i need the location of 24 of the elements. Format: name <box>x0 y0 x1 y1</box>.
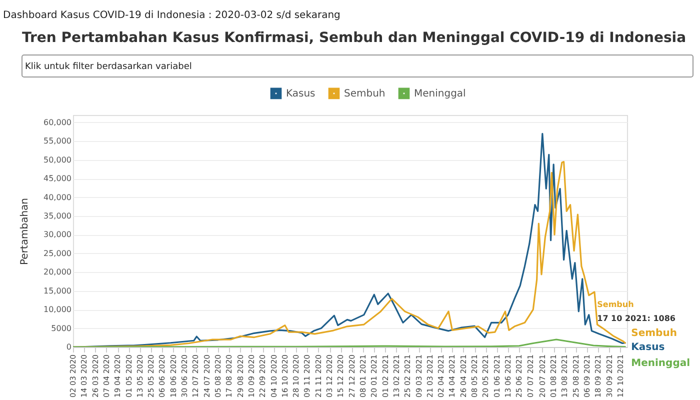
y-tick-label: 40,000 <box>44 192 72 202</box>
y-axis-title: Pertambahan <box>20 198 31 266</box>
y-tick-label: 35,000 <box>44 212 72 221</box>
legend-label: Meninggal <box>414 88 466 100</box>
legend-label: Kasus <box>286 88 316 100</box>
text: Sembuh <box>631 328 677 339</box>
legend-label: Sembuh <box>344 88 386 100</box>
text: Meninggal <box>631 358 690 369</box>
annotation: Sembuh 17 10 2021: 1086 <box>597 300 676 323</box>
y-tick-label: 5000 <box>51 324 72 333</box>
text: Kasus <box>631 342 665 353</box>
text: Dashboard Kasus COVID-19 di Indonesia : 2020-03-02 s/d sekarang <box>3 10 340 21</box>
y-tick-label: 30,000 <box>44 230 72 240</box>
y-tick-label: 60,000 <box>44 118 72 127</box>
y-tick-label: 20,000 <box>44 268 72 277</box>
chart-title: Tren Pertambahan Kasus Konfirmasi, Sembuh dan Meninggal COVID-19 di Indonesia <box>22 30 686 46</box>
y-tick-label: 10,000 <box>44 305 72 314</box>
y-tick-label: 45,000 <box>44 174 72 184</box>
y-tick-label: 0 <box>66 342 72 352</box>
y-tick-label: 15,000 <box>44 286 72 296</box>
y-tick-label: 55,000 <box>44 136 72 146</box>
y-tick-label: 25,000 <box>44 248 72 258</box>
text: Klik untuk filter berdasarkan variabel <box>25 62 192 72</box>
y-tick-label: 50,000 <box>44 155 72 164</box>
